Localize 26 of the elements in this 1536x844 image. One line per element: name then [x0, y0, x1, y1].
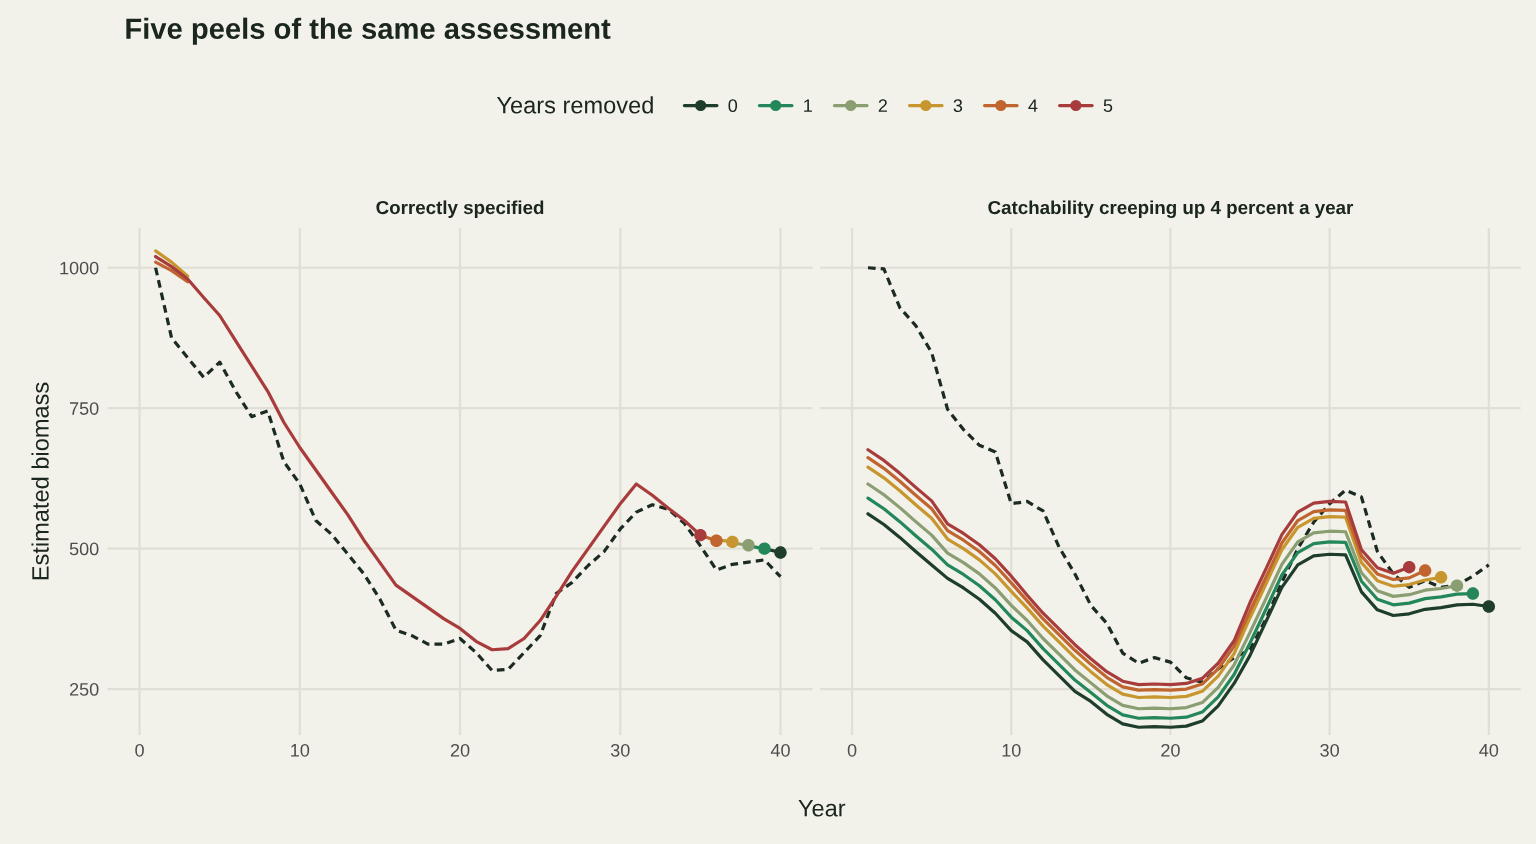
x-tick-label: 30: [1320, 743, 1339, 757]
chart-title: Catchability creeping up 4 percent a year: [988, 200, 1354, 218]
y-axis-title: Estimated biomass: [31, 382, 49, 580]
x-tick-label: 20: [450, 743, 470, 757]
y-tick-label: 500: [69, 542, 99, 556]
x-tick-label: 30: [610, 743, 630, 757]
x-tick-label: 20: [1161, 743, 1180, 757]
x-tick-label: 0: [847, 743, 857, 757]
legend-label: 4: [1028, 99, 1038, 112]
y-tick-label: 1000: [60, 261, 99, 275]
legend-label: 5: [1103, 99, 1113, 113]
text: Five peels of the same assessment: [126, 17, 611, 45]
legend-title: Years removed: [496, 96, 653, 114]
x-tick-label: 10: [291, 743, 310, 757]
legend-label: 2: [878, 99, 887, 112]
legend-label: 1: [804, 99, 812, 112]
chart-title: Correctly specified: [376, 200, 544, 218]
y-tick-label: 750: [69, 402, 99, 415]
legend-label: 0: [728, 99, 738, 113]
x-tick-label: 0: [135, 743, 144, 757]
y-tick-label: 250: [69, 683, 99, 696]
x-axis-title: Year: [798, 800, 846, 817]
x-tick-label: 10: [1002, 743, 1021, 757]
x-tick-label: 40: [1479, 743, 1499, 757]
legend-label: 3: [953, 99, 963, 113]
x-tick-label: 40: [770, 743, 790, 757]
